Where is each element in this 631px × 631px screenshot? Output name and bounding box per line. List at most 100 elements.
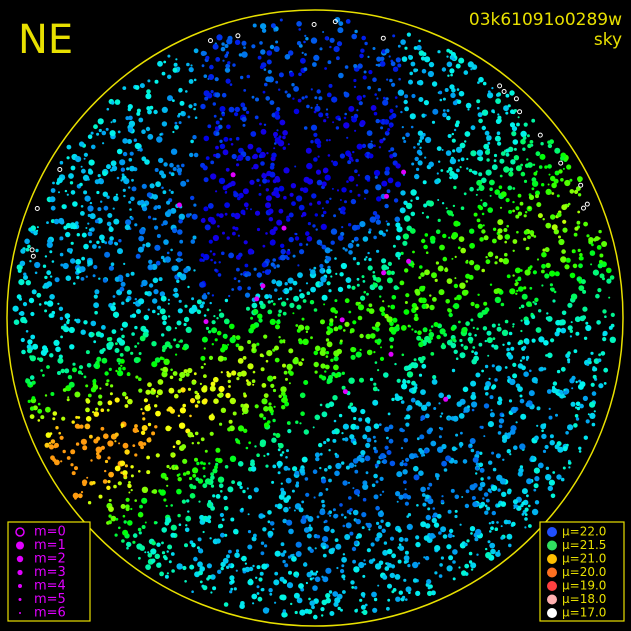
star — [194, 404, 199, 408]
star — [524, 319, 530, 326]
star — [279, 119, 286, 126]
star — [155, 181, 162, 188]
star — [114, 533, 118, 537]
star — [386, 270, 392, 276]
star — [108, 498, 112, 502]
star — [342, 553, 346, 556]
star — [265, 464, 269, 468]
star — [497, 115, 502, 120]
star — [227, 379, 231, 384]
star — [418, 97, 424, 102]
star — [192, 485, 197, 490]
star — [303, 40, 306, 44]
star — [298, 361, 303, 367]
star — [328, 478, 332, 483]
horizon-circle — [6, 9, 624, 627]
star — [202, 483, 208, 489]
star — [545, 262, 551, 268]
star — [103, 433, 109, 440]
star — [463, 192, 467, 196]
star — [515, 279, 518, 283]
star — [129, 165, 135, 172]
star — [465, 260, 469, 264]
star — [151, 361, 158, 368]
star — [323, 303, 326, 306]
star — [271, 191, 276, 196]
star — [567, 325, 573, 331]
star — [145, 564, 152, 570]
star — [266, 452, 270, 456]
star — [580, 279, 586, 285]
star — [347, 160, 352, 165]
star — [388, 115, 394, 120]
star — [597, 288, 602, 293]
star — [147, 109, 152, 115]
star — [51, 260, 55, 263]
star — [310, 124, 318, 131]
star — [153, 109, 158, 115]
star — [328, 548, 335, 555]
star — [474, 537, 479, 542]
brightness-label: μ=18.0 — [562, 592, 606, 606]
star — [317, 155, 320, 158]
star — [416, 455, 419, 458]
star — [451, 138, 456, 143]
star — [105, 127, 109, 131]
star — [303, 176, 310, 183]
star — [341, 461, 345, 465]
star — [345, 277, 352, 283]
star — [270, 156, 276, 162]
brightness-label: μ=22.0 — [562, 525, 606, 539]
star — [295, 541, 302, 548]
star — [42, 345, 48, 351]
star — [177, 229, 183, 235]
planet-marker — [342, 389, 348, 395]
star — [576, 277, 581, 281]
star — [238, 53, 243, 57]
star — [196, 309, 202, 315]
star — [538, 336, 545, 343]
star — [201, 294, 208, 300]
star — [402, 429, 405, 432]
star — [170, 552, 175, 556]
star — [597, 358, 602, 363]
star — [356, 277, 360, 281]
star — [295, 232, 298, 236]
star — [553, 290, 557, 294]
star — [113, 195, 119, 202]
star — [378, 146, 382, 149]
star — [569, 335, 573, 338]
star — [451, 368, 456, 373]
star — [362, 280, 366, 283]
star — [386, 606, 390, 611]
star — [492, 111, 495, 114]
star — [203, 206, 209, 212]
star — [100, 178, 104, 182]
star — [413, 474, 420, 481]
star — [193, 78, 197, 82]
star — [446, 278, 453, 284]
star — [209, 431, 214, 436]
star — [215, 462, 219, 466]
star — [413, 316, 419, 322]
star — [368, 153, 374, 159]
star — [234, 530, 239, 535]
star — [593, 237, 597, 242]
star — [260, 551, 265, 556]
star — [554, 389, 559, 394]
star — [108, 226, 114, 232]
star — [423, 244, 428, 250]
star — [180, 180, 187, 187]
star — [401, 383, 408, 390]
star — [85, 384, 89, 388]
star — [363, 70, 367, 74]
planet-marker — [443, 396, 449, 402]
star — [375, 277, 382, 283]
star — [500, 302, 505, 307]
star — [251, 95, 255, 99]
star — [262, 527, 267, 532]
star — [247, 248, 254, 255]
star — [175, 353, 178, 356]
star — [354, 29, 358, 34]
star — [478, 342, 483, 347]
